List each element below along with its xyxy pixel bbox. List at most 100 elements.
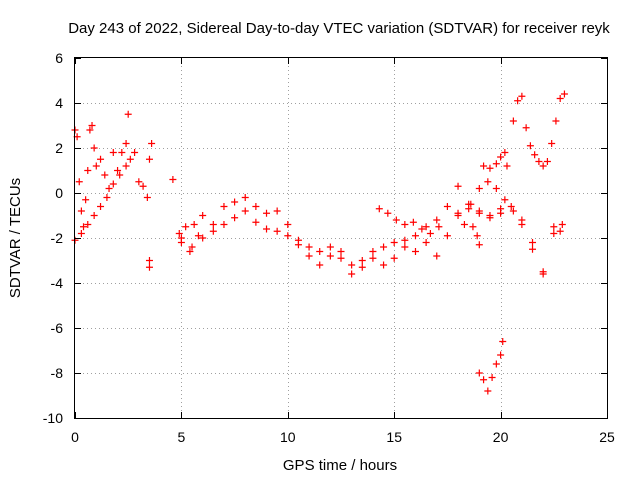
data-point [543, 158, 551, 165]
data-point [411, 232, 419, 240]
data-point [252, 218, 260, 226]
data-point [326, 243, 334, 251]
data-point [501, 196, 509, 204]
data-point [384, 209, 392, 217]
data-point [433, 252, 441, 260]
data-point [556, 227, 564, 235]
data-point [220, 221, 228, 228]
data-point [143, 194, 151, 201]
x-tick-label: 0 [71, 429, 79, 445]
data-point [194, 232, 202, 240]
data-point [305, 252, 313, 260]
data-point [467, 200, 475, 208]
data-point [550, 230, 558, 237]
data-point [501, 149, 509, 156]
data-point [556, 95, 564, 102]
y-tick-label: -10 [43, 410, 63, 426]
data-point [101, 171, 109, 179]
data-point [522, 124, 530, 132]
x-tick-label: 20 [493, 429, 509, 445]
data-point [526, 142, 534, 150]
data-point [409, 218, 417, 226]
data-point [90, 212, 98, 219]
data-point [124, 110, 132, 118]
data-point [305, 243, 313, 251]
data-point [337, 248, 345, 255]
data-point [531, 151, 539, 159]
grid [75, 58, 607, 418]
data-point [484, 178, 492, 186]
data-point [552, 117, 560, 125]
data-point [169, 176, 177, 183]
data-point [220, 203, 228, 210]
data-point [177, 239, 185, 246]
data-point [126, 155, 134, 163]
y-tick-label: 6 [55, 50, 63, 66]
data-point [539, 268, 547, 276]
data-point [484, 387, 492, 395]
data-point [188, 243, 196, 251]
data-point [209, 221, 217, 228]
data-point [84, 221, 92, 228]
data-point [135, 178, 143, 186]
data-point [145, 257, 153, 264]
y-tick-label: -4 [51, 275, 64, 291]
data-point [80, 223, 88, 231]
y-tick-label: 0 [55, 185, 63, 201]
x-tick-label: 10 [280, 429, 296, 445]
data-point [499, 338, 507, 345]
data-point [411, 248, 419, 255]
data-point [558, 221, 566, 228]
data-point [84, 167, 92, 174]
data-point [475, 241, 483, 249]
data-point [77, 230, 85, 237]
plot-frame [74, 57, 608, 419]
data-point [273, 207, 281, 215]
x-tick-label: 5 [178, 429, 186, 445]
data-point [109, 149, 117, 156]
data-point [231, 214, 239, 222]
data-point [82, 196, 90, 204]
data-point [390, 239, 398, 246]
data-point [492, 360, 500, 368]
data-point [263, 225, 271, 233]
data-point [426, 230, 434, 237]
data-point [401, 243, 409, 251]
data-point [497, 209, 505, 217]
data-point [86, 126, 94, 134]
y-axis-label: SDTVAR / TECUs [7, 178, 24, 298]
data-point [131, 149, 139, 156]
data-point [422, 223, 430, 231]
data-point [486, 164, 494, 172]
data-point [139, 182, 147, 190]
data-point [492, 185, 500, 192]
data-point [97, 155, 105, 163]
data-point [492, 160, 500, 168]
data-point [509, 117, 517, 125]
data-point [460, 221, 468, 228]
data-point [97, 203, 105, 210]
data-point [348, 270, 356, 278]
data-point [109, 180, 117, 188]
data-point [88, 122, 96, 129]
data-point [118, 149, 126, 156]
data-point [148, 140, 156, 147]
data-point [145, 263, 153, 271]
data-point [473, 232, 481, 240]
data-point [284, 232, 292, 240]
data-point [535, 158, 543, 165]
data-point [443, 203, 451, 210]
data-point [145, 155, 153, 163]
data-point [475, 369, 483, 377]
data-point [116, 171, 124, 179]
data-point [122, 162, 130, 170]
data-point [358, 257, 366, 264]
data-point [488, 374, 496, 381]
data-point [241, 207, 249, 215]
data-point [401, 221, 409, 228]
data-point [497, 153, 505, 161]
data-point [514, 97, 522, 105]
data-point [294, 236, 302, 244]
data-point [209, 227, 217, 235]
